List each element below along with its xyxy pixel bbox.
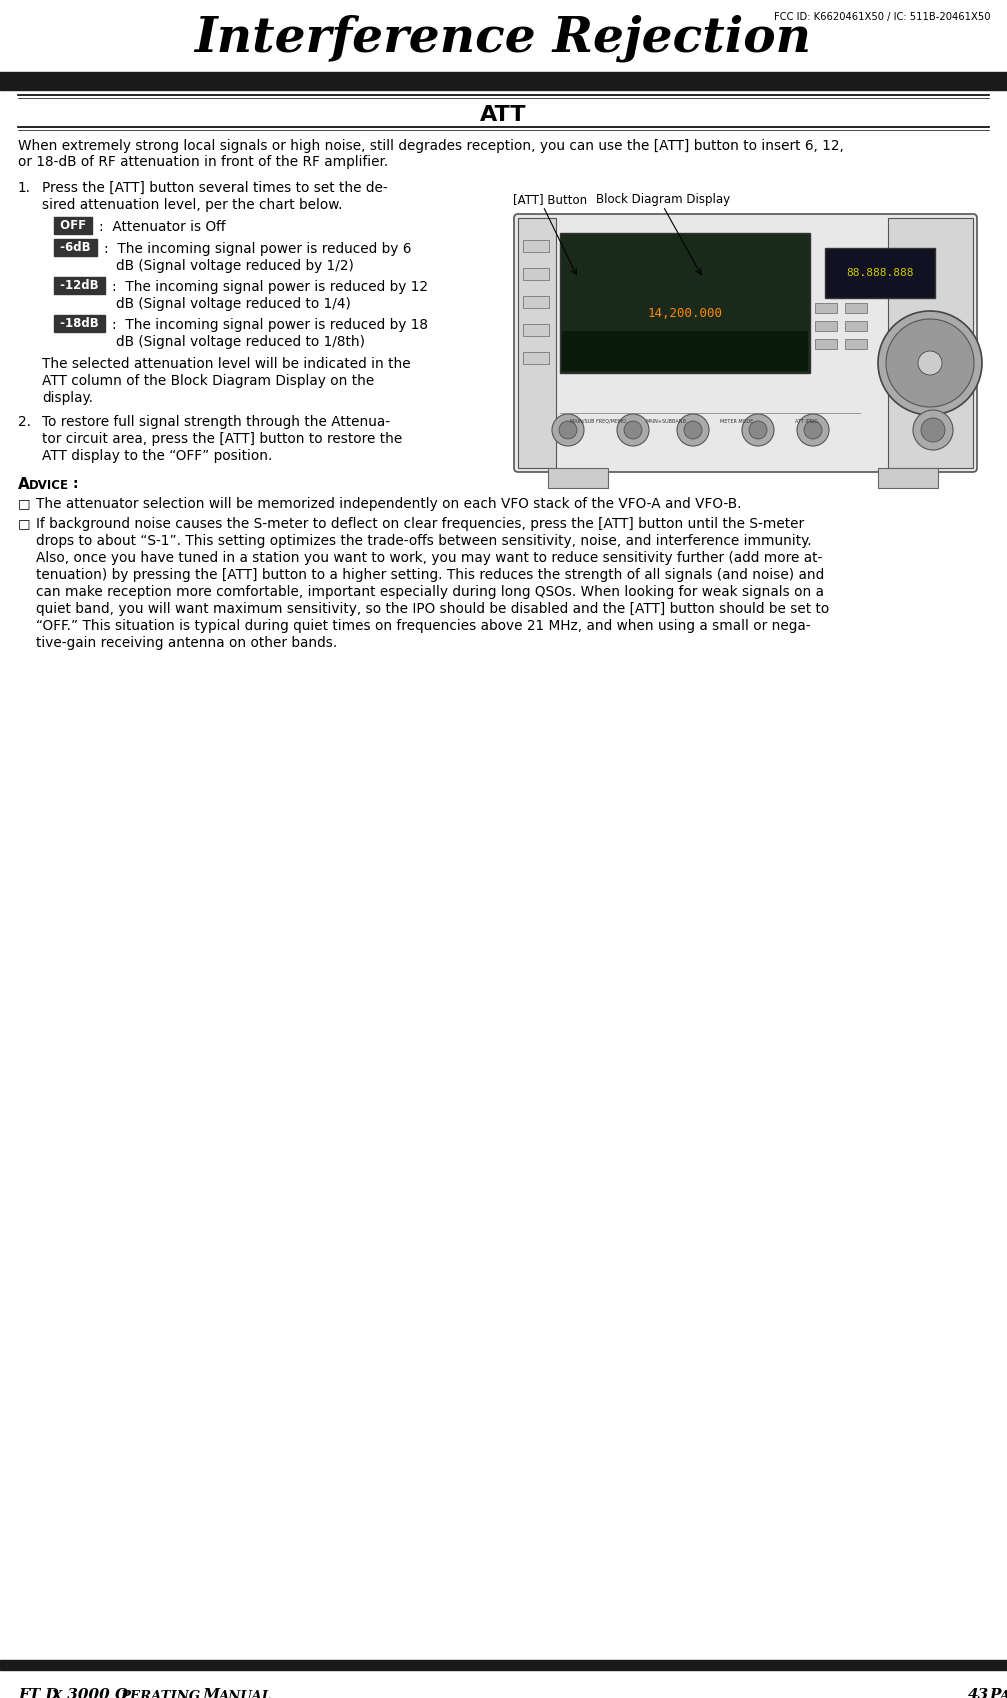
Text: drops to about “S-1”. This setting optimizes the trade-offs between sensitivity,: drops to about “S-1”. This setting optim… bbox=[36, 533, 812, 548]
Text: FT D: FT D bbox=[18, 1688, 58, 1698]
Text: Interference Rejection: Interference Rejection bbox=[194, 14, 812, 61]
Bar bbox=[825, 248, 936, 299]
Circle shape bbox=[742, 414, 774, 447]
Text: dB (Signal voltage reduced to 1/4): dB (Signal voltage reduced to 1/4) bbox=[116, 297, 350, 311]
Bar bbox=[0, 71, 1007, 90]
Text: :  The incoming signal power is reduced by 18: : The incoming signal power is reduced b… bbox=[112, 318, 428, 333]
Text: □: □ bbox=[18, 498, 30, 509]
Text: X: X bbox=[52, 1690, 62, 1698]
Text: 14,200.000: 14,200.000 bbox=[648, 307, 722, 319]
Text: or 18-dB of RF attenuation in front of the RF amplifier.: or 18-dB of RF attenuation in front of t… bbox=[18, 155, 389, 170]
Bar bbox=[523, 239, 549, 251]
Bar bbox=[523, 268, 549, 280]
Bar bbox=[845, 340, 867, 350]
Bar bbox=[523, 324, 549, 336]
Text: 88.888.888: 88.888.888 bbox=[846, 268, 913, 278]
Text: -6dB: -6dB bbox=[56, 241, 95, 255]
Bar bbox=[523, 295, 549, 307]
Text: Block Diagram Display: Block Diagram Display bbox=[596, 194, 730, 205]
Text: PERATING: PERATING bbox=[120, 1690, 200, 1698]
Bar bbox=[560, 233, 810, 374]
Text: METER MODE: METER MODE bbox=[720, 418, 753, 423]
Bar bbox=[562, 331, 808, 370]
Text: quiet band, you will want maximum sensitivity, so the IPO should be disabled and: quiet band, you will want maximum sensit… bbox=[36, 603, 829, 616]
Bar bbox=[888, 217, 973, 469]
Bar bbox=[815, 302, 837, 312]
Bar bbox=[523, 351, 549, 363]
Text: When extremely strong local signals or high noise, still degrades reception, you: When extremely strong local signals or h… bbox=[18, 139, 844, 153]
Circle shape bbox=[921, 418, 945, 441]
Text: The attenuator selection will be memorized independently on each VFO stack of th: The attenuator selection will be memoriz… bbox=[36, 498, 741, 511]
Text: 3000 O: 3000 O bbox=[62, 1688, 128, 1698]
Circle shape bbox=[878, 311, 982, 414]
Circle shape bbox=[552, 414, 584, 447]
Text: sired attenuation level, per the chart below.: sired attenuation level, per the chart b… bbox=[42, 199, 342, 212]
Text: DVICE: DVICE bbox=[29, 479, 69, 491]
Text: :  The incoming signal power is reduced by 6: : The incoming signal power is reduced b… bbox=[104, 243, 412, 256]
Text: “OFF.” This situation is typical during quiet times on frequencies above 21 MHz,: “OFF.” This situation is typical during … bbox=[36, 620, 811, 633]
Text: :: : bbox=[73, 477, 79, 491]
Text: dB (Signal voltage reduced by 1/2): dB (Signal voltage reduced by 1/2) bbox=[116, 260, 353, 273]
Text: ATT column of the Block Diagram Display on the: ATT column of the Block Diagram Display … bbox=[42, 374, 375, 389]
Circle shape bbox=[624, 421, 642, 440]
Text: FCC ID: K6620461X50 / IC: 511B-20461X50: FCC ID: K6620461X50 / IC: 511B-20461X50 bbox=[773, 12, 990, 22]
Text: OFF: OFF bbox=[56, 219, 91, 233]
Text: 1.: 1. bbox=[18, 182, 31, 195]
Circle shape bbox=[918, 351, 942, 375]
Text: dB (Signal voltage reduced to 1/8th): dB (Signal voltage reduced to 1/8th) bbox=[116, 335, 365, 350]
Text: ANUAL: ANUAL bbox=[218, 1690, 271, 1698]
Text: To restore full signal strength through the Attenua-: To restore full signal strength through … bbox=[42, 414, 390, 430]
Text: -18dB: -18dB bbox=[56, 318, 103, 329]
Circle shape bbox=[677, 414, 709, 447]
Text: 2.: 2. bbox=[18, 414, 31, 430]
FancyBboxPatch shape bbox=[514, 214, 977, 472]
Text: :  Attenuator is Off: : Attenuator is Off bbox=[99, 221, 226, 234]
Text: AGE: AGE bbox=[999, 1690, 1007, 1698]
Text: MAIN+SUBBAND: MAIN+SUBBAND bbox=[645, 418, 686, 423]
Circle shape bbox=[804, 421, 822, 440]
Bar bbox=[878, 469, 938, 487]
Bar bbox=[845, 321, 867, 331]
Circle shape bbox=[913, 409, 953, 450]
Text: tenuation) by pressing the [ATT] button to a higher setting. This reduces the st: tenuation) by pressing the [ATT] button … bbox=[36, 569, 825, 582]
Text: P: P bbox=[989, 1688, 1001, 1698]
Text: 43: 43 bbox=[968, 1688, 989, 1698]
Text: display.: display. bbox=[42, 391, 93, 406]
Text: ATT: ATT bbox=[479, 105, 527, 126]
Circle shape bbox=[749, 421, 767, 440]
Bar bbox=[548, 469, 608, 487]
Circle shape bbox=[886, 319, 974, 408]
Text: M: M bbox=[198, 1688, 221, 1698]
Text: Also, once you have tuned in a station you want to work, you may want to reduce : Also, once you have tuned in a station y… bbox=[36, 550, 823, 565]
Text: MAIN/SUB FREQ/MEMO: MAIN/SUB FREQ/MEMO bbox=[570, 418, 626, 423]
Bar bbox=[815, 321, 837, 331]
Bar bbox=[845, 302, 867, 312]
Bar bbox=[0, 1661, 1007, 1671]
Text: -12dB: -12dB bbox=[56, 278, 103, 292]
Text: tive-gain receiving antenna on other bands.: tive-gain receiving antenna on other ban… bbox=[36, 637, 337, 650]
Text: The selected attenuation level will be indicated in the: The selected attenuation level will be i… bbox=[42, 357, 411, 370]
Text: Press the [ATT] button several times to set the de-: Press the [ATT] button several times to … bbox=[42, 182, 388, 195]
Text: can make reception more comfortable, important especially during long QSOs. When: can make reception more comfortable, imp… bbox=[36, 586, 824, 599]
Bar bbox=[518, 217, 556, 469]
Bar bbox=[815, 340, 837, 350]
Text: tor circuit area, press the [ATT] button to restore the: tor circuit area, press the [ATT] button… bbox=[42, 431, 402, 447]
Text: ATT display to the “OFF” position.: ATT display to the “OFF” position. bbox=[42, 448, 272, 464]
Circle shape bbox=[797, 414, 829, 447]
Text: :  The incoming signal power is reduced by 12: : The incoming signal power is reduced b… bbox=[112, 280, 428, 294]
Text: [ATT] Button: [ATT] Button bbox=[513, 194, 587, 205]
Text: □: □ bbox=[18, 516, 30, 530]
Text: A: A bbox=[18, 477, 30, 492]
Circle shape bbox=[684, 421, 702, 440]
Text: If background noise causes the S-meter to deflect on clear frequencies, press th: If background noise causes the S-meter t… bbox=[36, 516, 805, 531]
Circle shape bbox=[617, 414, 649, 447]
Text: ATT IPSIG: ATT IPSIG bbox=[795, 418, 818, 423]
Circle shape bbox=[559, 421, 577, 440]
